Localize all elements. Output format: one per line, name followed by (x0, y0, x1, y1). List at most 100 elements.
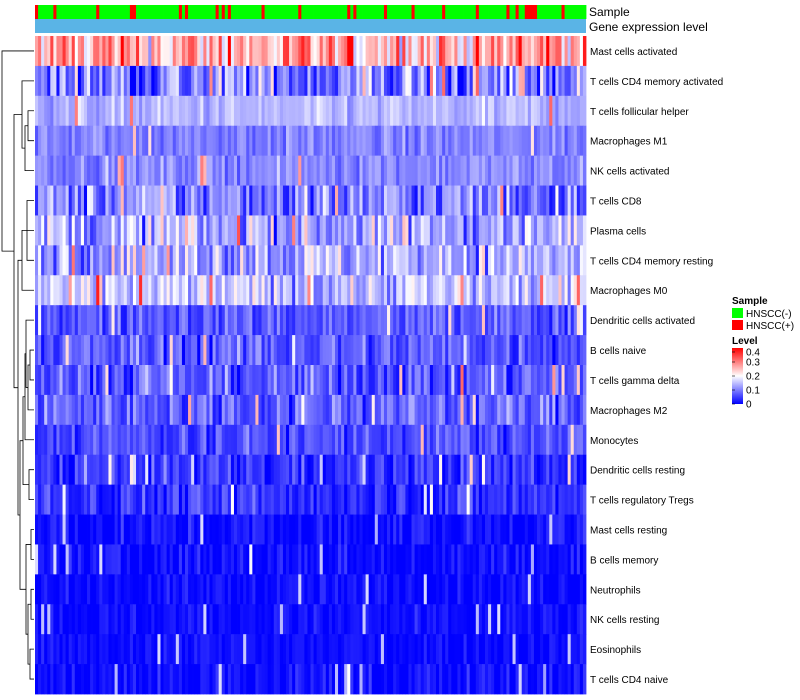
heatmap-cell (80, 514, 85, 545)
heatmap-cell (188, 634, 192, 665)
heatmap-cell (481, 424, 486, 456)
heatmap-cell (154, 95, 158, 127)
heatmap-cell (181, 65, 186, 97)
heatmap-cell (356, 664, 360, 695)
heatmap-cell (338, 454, 342, 486)
heatmap-cell (307, 664, 311, 695)
heatmap-cell (362, 95, 366, 127)
heatmap-cell (524, 185, 529, 216)
heatmap-cell (426, 454, 431, 486)
heatmap-cell (558, 36, 562, 67)
heatmap-cell (408, 484, 412, 515)
heatmap-cell (157, 514, 161, 545)
heatmap-cell (445, 125, 449, 157)
heatmap-cell (411, 95, 415, 127)
heatmap-cell (426, 484, 431, 515)
heatmap-cell (457, 95, 461, 127)
heatmap-cell (423, 36, 428, 67)
sample-annotation-cell (331, 5, 336, 19)
heatmap-cell (558, 484, 562, 515)
heatmap-cell (494, 275, 498, 306)
heatmap-cell (169, 664, 174, 695)
heatmap-cell (429, 185, 434, 216)
heatmap-cell (497, 574, 501, 605)
heatmap-cell (120, 514, 125, 545)
heatmap-cell (521, 155, 526, 186)
heatmap-cell (289, 155, 293, 186)
sample-annotation-cell (393, 5, 397, 19)
annotation-label-expression: Gene expression level (589, 20, 708, 34)
heatmap-cell (533, 95, 538, 127)
heatmap-cell (576, 514, 581, 545)
heatmap-cell (221, 604, 226, 635)
heatmap-cell (145, 424, 149, 456)
heatmap-cell (460, 424, 464, 456)
heatmap-cell (530, 574, 535, 605)
heatmap-cell (579, 604, 584, 635)
heatmap-cell (396, 634, 400, 665)
heatmap-cell (469, 95, 474, 127)
heatmap-cell (132, 664, 137, 695)
heatmap-cell (310, 484, 314, 515)
sample-annotation-cell (267, 5, 272, 19)
heatmap-cell (206, 454, 210, 486)
heatmap-cell (414, 574, 419, 605)
heatmap-cell (194, 305, 198, 336)
heatmap-cell (166, 245, 171, 276)
heatmap-cell (426, 155, 431, 186)
heatmap-cell (255, 484, 259, 515)
heatmap-cell (344, 125, 348, 157)
heatmap-cell (292, 484, 296, 515)
heatmap-cell (80, 335, 85, 366)
heatmap-cell (405, 95, 409, 127)
sample-annotation-cell (212, 5, 217, 19)
heatmap-cell (390, 394, 394, 426)
heatmap-cell (224, 155, 229, 186)
heatmap-cell (47, 484, 51, 515)
heatmap-cell (313, 365, 318, 396)
heatmap-cell (191, 484, 195, 515)
heatmap-cell (405, 514, 409, 545)
heatmap-cell (188, 305, 192, 336)
heatmap-cell (181, 155, 186, 186)
sample-annotation-cell (148, 5, 152, 19)
heatmap-cell (356, 215, 360, 246)
heatmap-cell (555, 394, 559, 426)
heatmap-cell (261, 634, 265, 665)
heatmap-cell (521, 365, 526, 396)
sample-annotation-cell (334, 5, 339, 19)
heatmap-cell (212, 544, 217, 575)
heatmap-cell (261, 604, 265, 635)
heatmap-cell (154, 335, 158, 366)
heatmap-cell (178, 424, 183, 456)
heatmap-cell (549, 215, 553, 246)
heatmap-cell (393, 544, 397, 575)
heatmap-cell (316, 245, 321, 276)
heatmap-cell (521, 484, 526, 515)
sample-annotation-cell (540, 5, 544, 19)
heatmap-cell (212, 634, 217, 665)
heatmap-cell (71, 365, 76, 396)
heatmap-cell (258, 95, 262, 127)
heatmap-cell (68, 245, 73, 276)
heatmap-cell (120, 365, 125, 396)
heatmap-cell (87, 275, 91, 306)
heatmap-cell (96, 604, 100, 635)
heatmap-cell (488, 335, 492, 366)
heatmap-cell (151, 365, 155, 396)
heatmap-cell (41, 544, 45, 575)
heatmap-cell (209, 514, 213, 545)
heatmap-cell (454, 484, 458, 515)
heatmap-cell (47, 305, 51, 336)
heatmap-cell (454, 424, 458, 456)
heatmap-cell (515, 65, 520, 97)
heatmap-cell (47, 544, 51, 575)
heatmap-cell (160, 185, 164, 216)
heatmap-cell (497, 65, 501, 97)
heatmap-cell (129, 365, 134, 396)
heatmap-cell (169, 335, 174, 366)
heatmap-cell (561, 484, 565, 515)
heatmap-cell (258, 245, 262, 276)
row-label: T cells CD8 (590, 197, 642, 208)
heatmap-cell (264, 664, 269, 695)
